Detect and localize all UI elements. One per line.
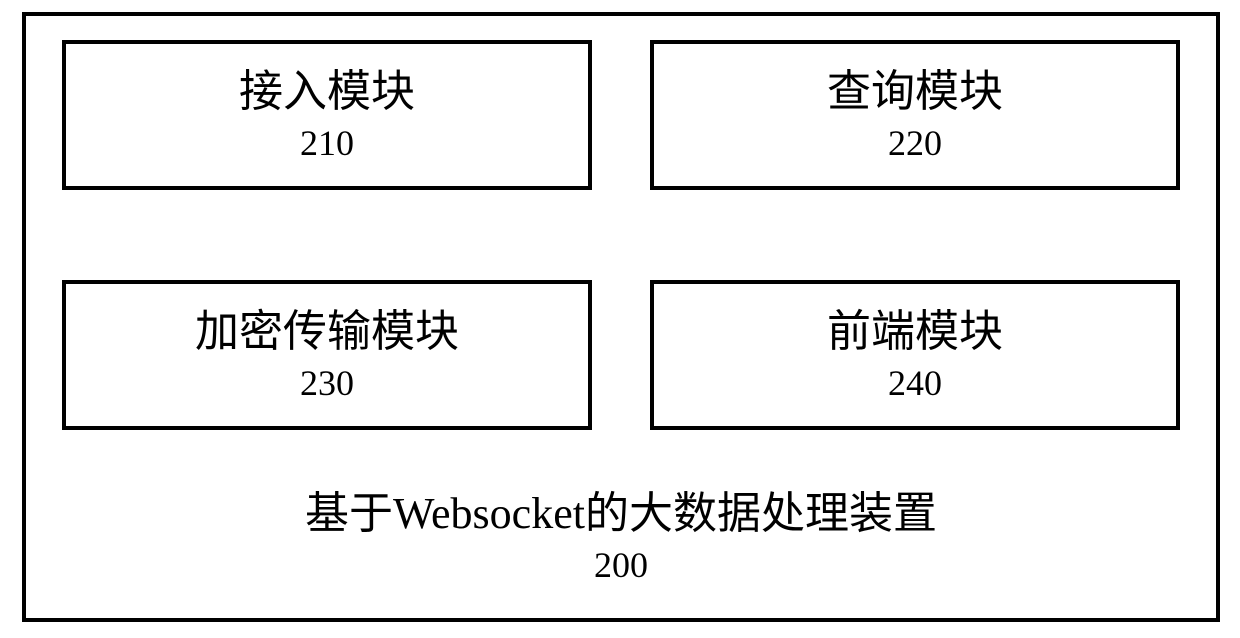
module-encrypt-number: 230 xyxy=(300,360,354,407)
module-query: 查询模块 220 xyxy=(650,40,1180,190)
module-frontend-title: 前端模块 xyxy=(827,303,1003,360)
module-query-number: 220 xyxy=(888,120,942,167)
diagram-title: 基于Websocket的大数据处理装置 xyxy=(22,485,1220,542)
module-query-title: 查询模块 xyxy=(827,63,1003,120)
module-encrypt: 加密传输模块 230 xyxy=(62,280,592,430)
module-access-number: 210 xyxy=(300,120,354,167)
module-frontend: 前端模块 240 xyxy=(650,280,1180,430)
module-access: 接入模块 210 xyxy=(62,40,592,190)
module-access-title: 接入模块 xyxy=(239,63,415,120)
diagram-footer: 基于Websocket的大数据处理装置 200 xyxy=(22,485,1220,589)
module-encrypt-title: 加密传输模块 xyxy=(195,303,459,360)
diagram-number: 200 xyxy=(22,542,1220,589)
module-frontend-number: 240 xyxy=(888,360,942,407)
